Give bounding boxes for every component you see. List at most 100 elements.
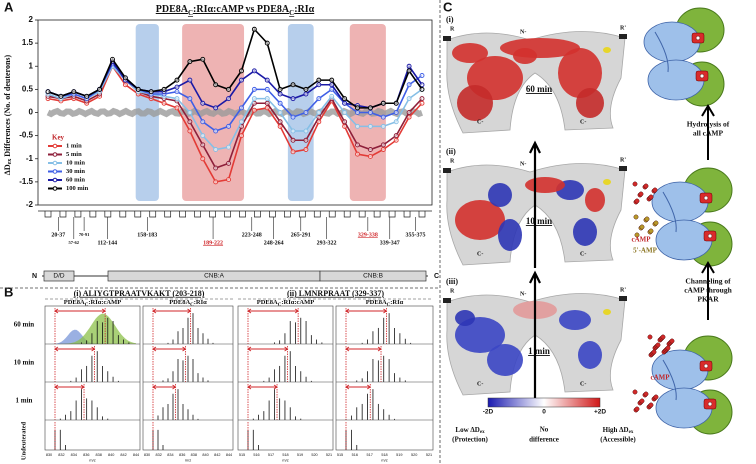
peptide-bracket (328, 211, 336, 218)
transition-arrow (529, 140, 541, 268)
surface-patch (498, 219, 522, 251)
text-part: Low ΔD (455, 426, 479, 434)
domain-label: CNB:A (204, 273, 225, 280)
data-point (277, 86, 283, 92)
text-part: :RIα (194, 299, 207, 306)
data-point (355, 105, 360, 111)
domain-label: CNB:B (363, 273, 383, 280)
data-point (264, 96, 270, 102)
mz-tick-label: 521 (326, 453, 332, 457)
text-part: C (190, 303, 194, 308)
cnb-domain (647, 59, 705, 101)
peptide-bracket (164, 211, 172, 218)
text-part: :RIα:cAMP (281, 299, 314, 306)
peptide-bracket (179, 211, 186, 218)
envelope-fit (51, 313, 136, 344)
data-point (393, 110, 399, 115)
ligand-label: 5'-AMP (633, 247, 657, 255)
peptide-label: 57-62 (69, 240, 80, 245)
mz-tick-label: 830 (144, 453, 150, 457)
mz-tick-label: 842 (120, 453, 126, 457)
shift-arrow (247, 308, 299, 314)
peptide-bracket (254, 211, 261, 218)
spectrum-frame (142, 305, 234, 451)
data-point (406, 96, 412, 102)
mz-tick-label: 844 (133, 453, 139, 457)
mz-tick-label: 519 (297, 453, 303, 457)
peptide-label: 112-144 (97, 240, 117, 246)
surface-patch (578, 341, 602, 369)
shift-arrow (54, 384, 85, 390)
data-point (200, 100, 206, 106)
group-title: (i) ALIYGTPRAATVKAKT (203-218) (74, 289, 205, 298)
data-point (290, 149, 296, 155)
shift-arrow (345, 384, 372, 390)
data-point (393, 137, 399, 143)
surface-patch (585, 188, 605, 212)
surface-patch (513, 48, 537, 64)
data-point (226, 96, 232, 102)
data-point (238, 105, 244, 111)
ligand-dot (647, 334, 653, 340)
data-point (226, 177, 232, 183)
x-axis-label: m/z (381, 458, 387, 463)
data-point (174, 89, 180, 95)
data-point (367, 110, 373, 115)
x-axis-label: m/z (89, 458, 95, 463)
surface-patch (487, 344, 523, 376)
data-point (251, 68, 257, 74)
data-point (226, 160, 232, 166)
mz-tick-label: 520 (411, 453, 417, 457)
mz-tick-label: 832 (58, 453, 64, 457)
state-label: (iii) (446, 277, 458, 286)
data-point (367, 123, 373, 129)
mz-tick-label: 842 (214, 453, 220, 457)
peptide-label: 223-248 (242, 232, 262, 238)
surface-patch (452, 43, 488, 63)
scale-legend: (Accessible) (600, 436, 636, 444)
y-tick-label: 1 (29, 61, 34, 70)
row-label: Undeuterated (20, 421, 27, 460)
site-label: R (450, 288, 455, 294)
x-axis-label: m/z (185, 458, 191, 463)
data-point (342, 100, 348, 106)
site-label: C- (477, 251, 483, 257)
data-point (161, 100, 167, 106)
scale-legend: No (540, 426, 549, 434)
data-point (122, 75, 128, 81)
ligand-dot (643, 391, 649, 397)
panel-letter: C (443, 0, 453, 14)
peptide-label: 329-338 (358, 232, 378, 238)
peptide-bracket (373, 211, 381, 218)
shift-arrow (54, 346, 96, 352)
data-point (174, 105, 180, 111)
peptide-bracket (134, 211, 142, 218)
data-point (200, 119, 206, 125)
data-point (380, 100, 386, 106)
peptide-bracket (403, 211, 411, 218)
camp-bound (703, 363, 709, 369)
peptide-label: 70-91 (79, 232, 90, 237)
shift-arrow (247, 346, 289, 352)
data-point (406, 82, 412, 88)
surface-patch (455, 310, 475, 326)
data-point (419, 82, 425, 88)
surface-patch (488, 183, 512, 207)
group-title: (ii) LMNRPRAAT (329-337) (287, 289, 384, 298)
data-point (264, 77, 270, 83)
terminal-cap (619, 34, 627, 39)
terminal-cap (443, 36, 451, 41)
cnb-domain (651, 181, 709, 223)
text-part: C (278, 303, 282, 308)
data-point (213, 128, 219, 134)
column-header: PDE8AC:RIα (169, 299, 207, 308)
data-point (213, 147, 219, 152)
peptide-label: 20-37 (51, 232, 65, 238)
data-point (380, 147, 386, 152)
text-part: ex (480, 430, 485, 435)
site-label: N- (520, 29, 526, 35)
text-part: :RIα:cAMP (88, 299, 121, 306)
data-point (200, 142, 206, 148)
text-part: PDE8A (169, 299, 190, 306)
